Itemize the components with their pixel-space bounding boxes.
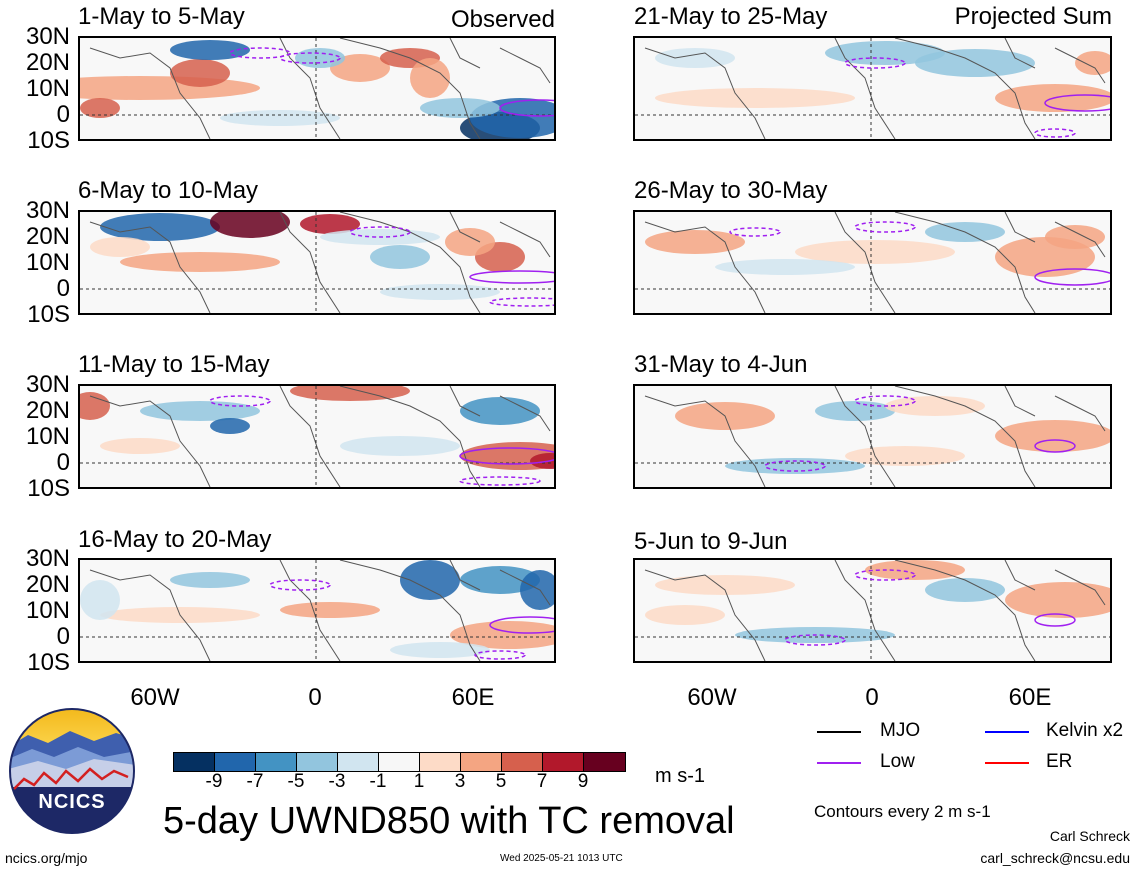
lat-label: 20N (25, 223, 70, 250)
projected-sum-label: Projected Sum (954, 3, 1112, 30)
lon-label-0-right: 0 (865, 684, 879, 711)
lat-label: 10N (25, 597, 70, 624)
map-panel-4 (78, 558, 556, 663)
legend-line-kelvin (985, 731, 1029, 733)
lat-label: 0 (56, 101, 70, 128)
colorbar-tick: 1 (413, 771, 425, 792)
lat-label: 0 (56, 275, 70, 302)
ncics-logo: NCICS (8, 707, 136, 835)
lat-label: 30N (25, 23, 70, 50)
map-field (80, 212, 554, 313)
timestamp: Wed 2025-05-21 1013 UTC (500, 853, 623, 864)
panel-title-4: 16-May to 20-May (78, 526, 272, 553)
panel-title-5: 21-May to 25-May (634, 3, 828, 30)
lat-label: 10N (25, 249, 70, 276)
lat-label: 10S (27, 475, 70, 502)
legend-label-er: ER (1046, 751, 1073, 772)
lat-label: 10S (27, 649, 70, 676)
lat-label: 10N (25, 75, 70, 102)
panel-title-8: 5-Jun to 9-Jun (634, 528, 788, 555)
colorbar-cell (419, 752, 461, 772)
lon-label-60w-right: 60W (687, 684, 737, 711)
map-panel-3 (78, 384, 556, 489)
legend-line-low (817, 762, 861, 764)
colorbar-cell (173, 752, 215, 772)
lat-label: 30N (25, 545, 70, 572)
map-field (80, 560, 554, 661)
lat-label: 30N (25, 197, 70, 224)
logo-text: NCICS (38, 791, 106, 813)
colorbar-cell (542, 752, 584, 772)
map-field (635, 386, 1110, 487)
map-panel-1 (78, 36, 556, 141)
legend-label-low: Low (880, 751, 915, 772)
colorbar-tick: -3 (328, 771, 346, 792)
colorbar-cell (583, 752, 626, 772)
panel-title-7: 31-May to 4-Jun (634, 351, 808, 378)
panel-title-6: 26-May to 30-May (634, 177, 828, 204)
main-title: 5-day UWND850 with TC removal (163, 800, 735, 842)
colorbar-cell (214, 752, 256, 772)
map-field (635, 212, 1110, 313)
lat-label: 10S (27, 301, 70, 328)
colorbar-tick: -5 (287, 771, 305, 792)
lon-label-0: 0 (308, 684, 322, 711)
colorbar-tick: 3 (454, 771, 466, 792)
lat-label: 20N (25, 49, 70, 76)
contour-note: Contours every 2 m s-1 (814, 802, 991, 821)
colorbar-tick: 9 (577, 771, 589, 792)
colorbar-tick: -9 (205, 771, 223, 792)
colorbar-cell (460, 752, 502, 772)
lat-label: 20N (25, 571, 70, 598)
panel-title-2: 6-May to 10-May (78, 177, 259, 204)
map-field (80, 38, 554, 139)
lat-label: 0 (56, 449, 70, 476)
colorbar-tick: 5 (495, 771, 507, 792)
observed-label: Observed (450, 6, 555, 33)
legend-label-mjo: MJO (880, 720, 921, 741)
map-panel-7 (633, 384, 1112, 489)
lat-label: 10S (27, 127, 70, 154)
lon-label-60e: 60E (451, 684, 495, 711)
site-link[interactable]: ncics.org/mjo (5, 850, 88, 866)
ncics-logo-icon (9, 708, 135, 834)
colorbar-cell (296, 752, 338, 772)
panel-title-3: 11-May to 15-May (78, 351, 270, 378)
colorbar-cell (378, 752, 420, 772)
colorbar-units: m s-1 (655, 765, 705, 787)
panel-title-1: 1-May to 5-May (78, 3, 245, 30)
author-name: Carl Schreck (1049, 828, 1130, 844)
legend-label-kelvin: Kelvin x2 (1046, 720, 1124, 741)
lat-label: 0 (56, 623, 70, 650)
map-panel-5 (633, 36, 1112, 141)
colorbar-tick: 7 (536, 771, 548, 792)
map-panel-6 (633, 210, 1112, 315)
lat-label: 20N (25, 397, 70, 424)
map-panel-2 (78, 210, 556, 315)
colorbar-tick: -1 (369, 771, 387, 792)
author-email[interactable]: carl_schreck@ncsu.edu (980, 850, 1130, 866)
map-field (635, 560, 1110, 661)
map-field (80, 386, 554, 487)
lat-label: 30N (25, 371, 70, 398)
lon-label-60w: 60W (130, 684, 180, 711)
lat-label: 10N (25, 423, 70, 450)
legend-line-er (985, 762, 1029, 764)
colorbar-cell (501, 752, 543, 772)
map-field (635, 38, 1110, 139)
legend-line-mjo (817, 731, 861, 733)
colorbar-cell (255, 752, 297, 772)
map-panel-8 (633, 558, 1112, 663)
lon-label-60e-right: 60E (1008, 684, 1052, 711)
colorbar-cell (337, 752, 379, 772)
colorbar-tick: -7 (246, 771, 264, 792)
